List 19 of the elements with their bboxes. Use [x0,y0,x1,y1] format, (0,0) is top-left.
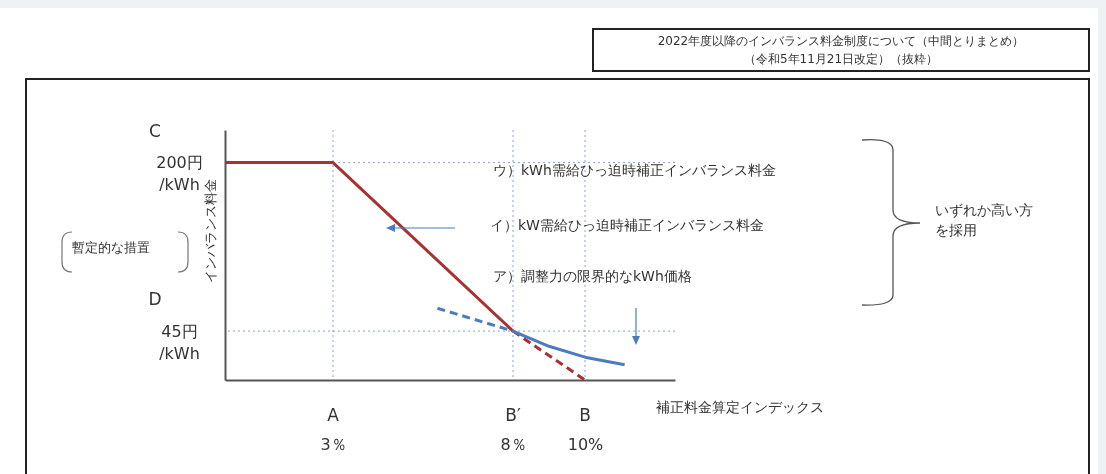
y-tick-label: 200円 /kWh [156,153,203,195]
text: 暫定的な措置 [72,239,150,257]
annotation: イ）kW需給ひっ迫時補正インバランス料金 [490,216,764,235]
text: A [327,405,340,425]
text: B′ [505,405,521,425]
x-tick-label: 10% [567,434,604,454]
x-tick-label: 8％ [500,434,527,454]
text: 2022年度以降のインバランス料金制度について（中間とりまとめ） [656,33,1026,50]
annotation: ア）調整力の限界的なkWh価格 [493,267,692,286]
text: いずれか高い方を採用 [935,201,1034,240]
x-axis-title: 補正料金算定インデックス [655,398,824,415]
text: （令和5年11月21日改定）（抜粋） [742,51,940,68]
text: C [149,120,161,141]
y-axis-title: インバランス料金 [202,178,218,283]
y-tick-label: 45円 /kWh [159,321,200,363]
text: B [579,405,591,425]
annotation: ウ）kWh需給ひっ迫時補正インバランス料金 [493,161,776,180]
text: D [148,289,162,310]
x-tick-label: 3％ [320,434,347,454]
